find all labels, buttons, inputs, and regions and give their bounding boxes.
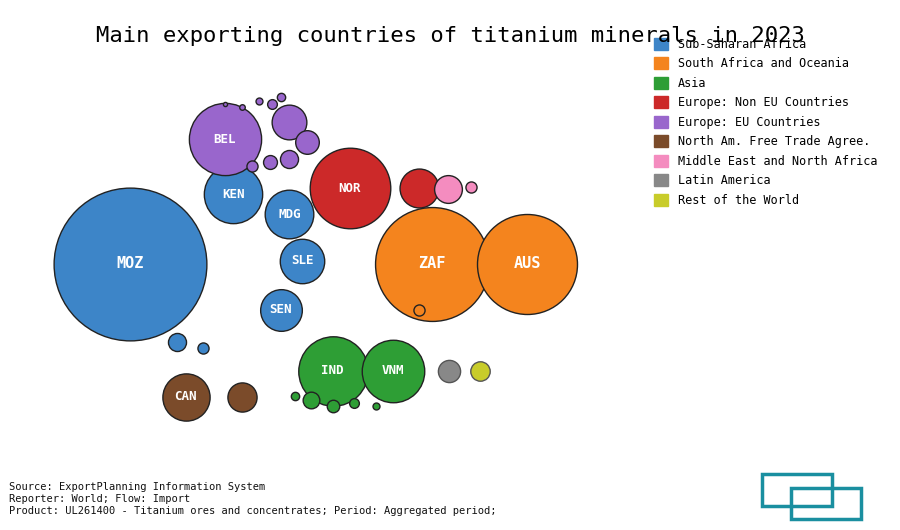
Point <box>235 103 249 111</box>
Point <box>326 367 340 375</box>
Text: KEN: KEN <box>222 188 245 200</box>
Point <box>304 395 319 404</box>
Point <box>288 392 302 400</box>
Point <box>520 259 535 268</box>
Point <box>283 117 297 126</box>
Text: Source: ExportPlanning Information System
Reporter: World; Flow: Import
Product:: Source: ExportPlanning Information Syste… <box>9 482 497 516</box>
Text: SEN: SEN <box>270 304 292 316</box>
Text: MDG: MDG <box>278 208 301 221</box>
Point <box>283 155 297 164</box>
Text: ZAF: ZAF <box>418 256 446 271</box>
Point <box>472 367 487 375</box>
Point <box>369 401 383 410</box>
Point <box>170 338 184 346</box>
Point <box>178 393 193 401</box>
Text: BEL: BEL <box>213 132 236 146</box>
Point <box>252 97 266 105</box>
Point <box>274 92 288 101</box>
Text: MOZ: MOZ <box>116 256 143 271</box>
Point <box>218 100 232 109</box>
Point <box>283 210 297 218</box>
Point <box>425 259 439 268</box>
Point <box>274 306 288 314</box>
Point <box>440 185 454 193</box>
Point <box>218 135 232 143</box>
Point <box>343 184 357 192</box>
Point <box>300 138 314 146</box>
Point <box>464 182 478 191</box>
Point <box>295 257 310 265</box>
Text: SLE: SLE <box>291 254 313 267</box>
Legend: Sub-Saharan Africa, South Africa and Oceania, Asia, Europe: Non EU Countries, Eu: Sub-Saharan Africa, South Africa and Oce… <box>654 38 877 207</box>
Point <box>196 343 211 352</box>
Point <box>122 259 137 268</box>
Point <box>442 367 456 375</box>
Point <box>412 184 427 192</box>
Point <box>263 158 277 166</box>
Point <box>265 100 279 109</box>
Point <box>226 190 240 198</box>
Text: IND: IND <box>321 364 344 377</box>
Point <box>412 306 427 314</box>
Text: AUS: AUS <box>513 256 541 271</box>
Point <box>326 401 340 410</box>
Text: Main exporting countries of titanium minerals in 2023: Main exporting countries of titanium min… <box>95 26 805 47</box>
Text: VNM: VNM <box>382 364 404 377</box>
Point <box>386 367 400 375</box>
Point <box>347 399 362 407</box>
Point <box>235 393 249 401</box>
Text: NOR: NOR <box>338 182 361 195</box>
Text: CAN: CAN <box>175 391 197 403</box>
Point <box>245 162 259 171</box>
